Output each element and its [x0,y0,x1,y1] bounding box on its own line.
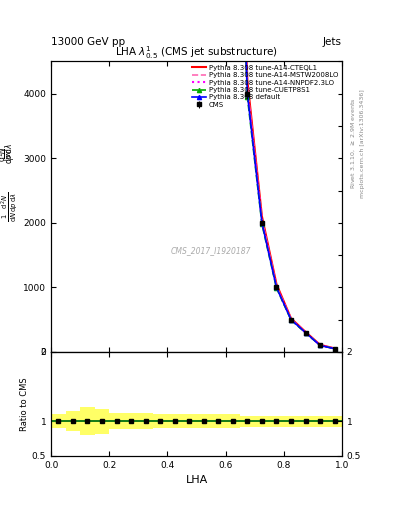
Pythia 8.308 tune-A14-CTEQL1 [274,281,279,287]
Bar [51,414,66,428]
Bar [182,420,196,422]
Pythia 8.308 tune-A14-NNPDF2.3LO [332,346,337,352]
Pythia 8.308 tune-CUETP8S1 [274,285,279,291]
Pythia 8.308 tune-A14-CTEQL1 [332,345,337,351]
Pythia 8.308 tune-A14-MSTW2008LO [289,316,294,322]
Y-axis label: $\frac{1}{\mathrm{d}N}\frac{\mathrm{d}^2N}{\mathrm{d}p\,\mathrm{d}\lambda}$: $\frac{1}{\mathrm{d}N}\frac{\mathrm{d}^2… [0,191,20,222]
Bar [167,420,182,422]
Bar [269,416,284,426]
Pythia 8.308 default [303,330,308,336]
Pythia 8.308 default [318,343,323,349]
Bar [255,416,269,426]
Bar [153,420,167,422]
Text: $\frac{1}{\mathrm{d}N}$: $\frac{1}{\mathrm{d}N}$ [0,148,14,159]
Bar [313,416,327,426]
Pythia 8.308 tune-A14-MSTW2008LO [274,283,279,289]
Bar [298,416,313,426]
Title: LHA $\lambda^{1}_{0.5}$ (CMS jet substructure): LHA $\lambda^{1}_{0.5}$ (CMS jet substru… [115,45,278,61]
Text: CMS_2017_I1920187: CMS_2017_I1920187 [171,246,251,255]
Bar [153,414,167,428]
Bar [66,411,80,432]
Bar [167,414,182,428]
Pythia 8.308 default [245,91,250,97]
X-axis label: LHA: LHA [185,475,208,485]
Pythia 8.308 default [260,220,264,226]
Text: $\mathrm{d}p\,\mathrm{d}\lambda$: $\mathrm{d}p\,\mathrm{d}\lambda$ [3,143,17,164]
Pythia 8.308 tune-CUETP8S1 [260,221,264,227]
Pythia 8.308 tune-A14-MSTW2008LO [56,26,61,32]
Pythia 8.308 tune-A14-NNPDF2.3LO [303,330,308,336]
Bar [240,420,255,422]
Pythia 8.308 tune-A14-CTEQL1 [318,342,323,348]
Bar [211,420,226,422]
Text: Jets: Jets [323,37,342,47]
Bar [211,414,226,428]
Text: Rivet 3.1.10, $\geq$ 2.9M events: Rivet 3.1.10, $\geq$ 2.9M events [350,98,357,189]
Bar [313,420,327,422]
Text: mcplots.cern.ch [arXiv:1306.3436]: mcplots.cern.ch [arXiv:1306.3436] [360,89,365,198]
Bar [95,420,109,422]
Bar [95,409,109,434]
Bar [255,420,269,422]
Bar [138,413,153,430]
Line: Pythia 8.308 tune-A14-NNPDF2.3LO: Pythia 8.308 tune-A14-NNPDF2.3LO [59,0,335,349]
Bar [196,420,211,422]
Bar [226,420,240,422]
Text: 13000 GeV pp: 13000 GeV pp [51,37,125,47]
Pythia 8.308 tune-A14-MSTW2008LO [260,217,264,223]
Pythia 8.308 tune-A14-MSTW2008LO [332,346,337,352]
Pythia 8.308 tune-A14-CTEQL1 [245,78,250,84]
Pythia 8.308 tune-A14-NNPDF2.3LO [245,88,250,94]
Pythia 8.308 default [289,316,294,323]
Pythia 8.308 tune-A14-NNPDF2.3LO [318,342,323,348]
Pythia 8.308 tune-A14-CTEQL1 [260,214,264,220]
Legend: Pythia 8.308 tune-A14-CTEQL1, Pythia 8.308 tune-A14-MSTW2008LO, Pythia 8.308 tun: Pythia 8.308 tune-A14-CTEQL1, Pythia 8.3… [191,63,340,109]
Pythia 8.308 tune-CUETP8S1 [289,317,294,323]
Bar [226,414,240,428]
Text: $\mathrm{d}^2N$: $\mathrm{d}^2N$ [0,145,8,162]
Pythia 8.308 tune-A14-NNPDF2.3LO [289,316,294,323]
Y-axis label: Ratio to CMS: Ratio to CMS [20,377,29,431]
Pythia 8.308 tune-A14-NNPDF2.3LO [274,284,279,290]
Pythia 8.308 tune-CUETP8S1 [245,94,250,100]
Bar [109,413,124,430]
Line: Pythia 8.308 default: Pythia 8.308 default [56,0,337,351]
Bar [269,420,284,422]
Pythia 8.308 tune-A14-NNPDF2.3LO [56,26,61,32]
Pythia 8.308 tune-A14-MSTW2008LO [245,84,250,90]
Pythia 8.308 default [332,346,337,352]
Pythia 8.308 default [274,284,279,290]
Line: Pythia 8.308 tune-CUETP8S1: Pythia 8.308 tune-CUETP8S1 [56,0,337,351]
Bar [298,420,313,422]
Bar [109,420,124,422]
Pythia 8.308 tune-A14-MSTW2008LO [303,330,308,336]
Pythia 8.308 tune-CUETP8S1 [303,330,308,336]
Pythia 8.308 tune-A14-CTEQL1 [303,329,308,335]
Bar [284,416,298,426]
Pythia 8.308 tune-A14-CTEQL1 [289,315,294,322]
Bar [80,407,95,435]
Bar [124,420,138,422]
Bar [196,414,211,428]
Bar [138,420,153,422]
Bar [80,420,95,422]
Bar [51,420,66,422]
Pythia 8.308 tune-CUETP8S1 [318,343,323,349]
Bar [240,416,255,426]
Pythia 8.308 tune-A14-NNPDF2.3LO [260,218,264,224]
Bar [284,420,298,422]
Bar [182,414,196,428]
Bar [66,420,80,422]
Line: Pythia 8.308 tune-A14-CTEQL1: Pythia 8.308 tune-A14-CTEQL1 [59,0,335,348]
Pythia 8.308 tune-A14-MSTW2008LO [318,342,323,348]
Bar [327,420,342,422]
Pythia 8.308 tune-A14-CTEQL1 [56,26,61,32]
Pythia 8.308 tune-CUETP8S1 [332,346,337,352]
Bar [327,416,342,426]
Line: Pythia 8.308 tune-A14-MSTW2008LO: Pythia 8.308 tune-A14-MSTW2008LO [59,0,335,349]
Bar [124,413,138,430]
